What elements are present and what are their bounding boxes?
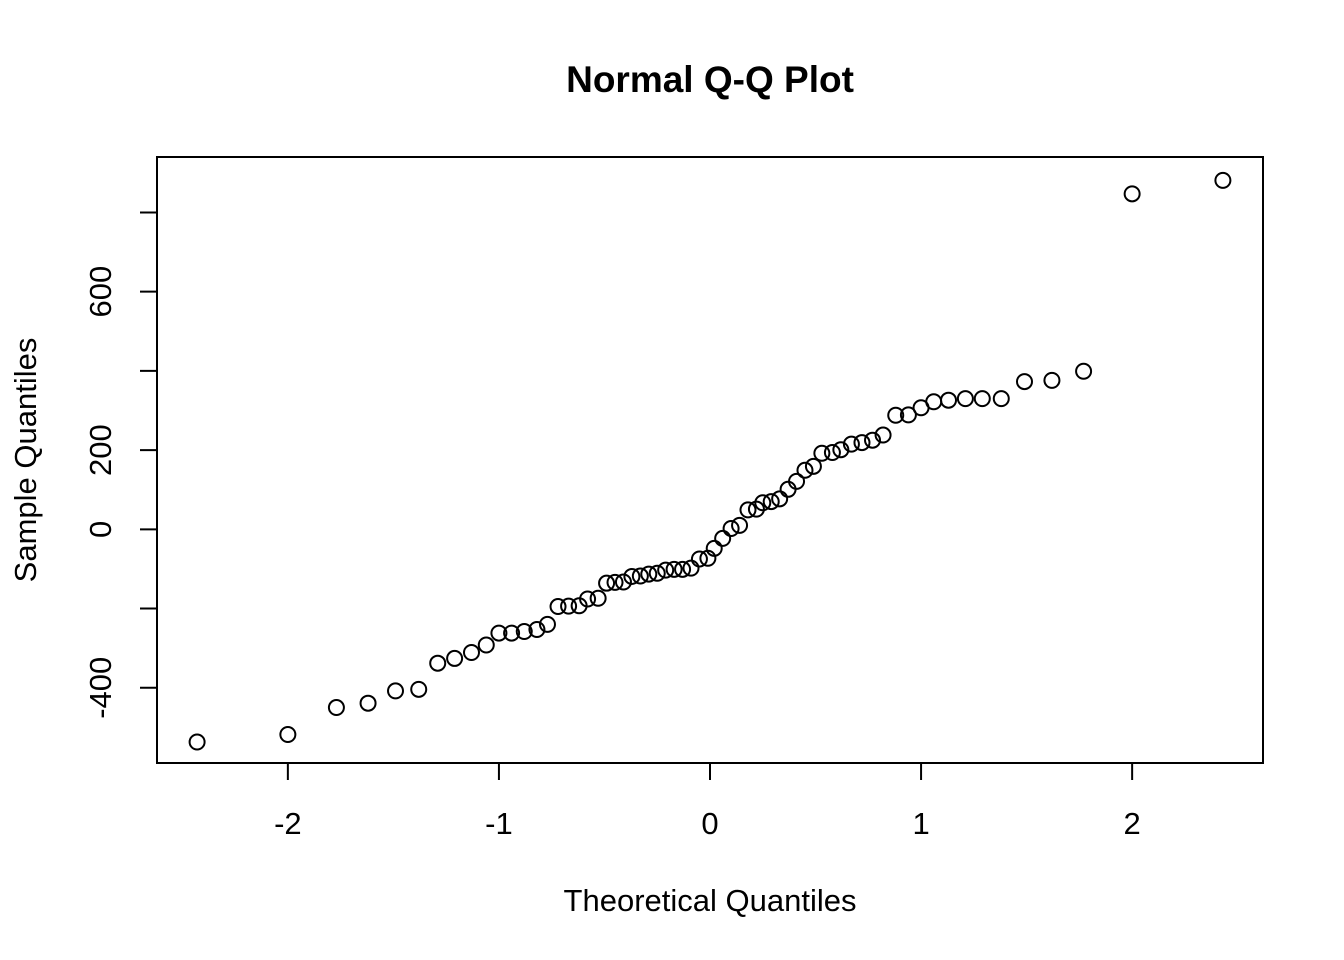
data-point <box>762 493 780 511</box>
data-point <box>515 623 533 641</box>
data-point <box>722 520 740 538</box>
data-point <box>739 501 757 519</box>
data-point <box>462 643 480 661</box>
y-tick-label: 600 <box>83 266 118 318</box>
data-point <box>490 624 508 642</box>
data-point <box>731 516 749 534</box>
x-tick-label: 2 <box>1124 806 1141 841</box>
data-point <box>446 649 464 667</box>
data-point <box>631 567 649 585</box>
data-point <box>992 390 1010 408</box>
data-point <box>589 589 607 607</box>
x-tick-label: -2 <box>274 806 302 841</box>
y-tick-label: 200 <box>83 424 118 476</box>
data-point <box>804 457 822 475</box>
data-point <box>560 597 578 615</box>
data-point <box>429 654 447 672</box>
data-point <box>832 441 850 459</box>
data-point <box>874 426 892 444</box>
data-point <box>327 699 345 717</box>
data-point <box>813 444 831 462</box>
data-point <box>188 733 206 751</box>
data-point <box>598 574 616 592</box>
data-point <box>528 621 546 639</box>
data-point <box>503 624 521 642</box>
y-axis-label: Sample Quantiles <box>8 338 43 583</box>
data-point <box>682 559 700 577</box>
data-points <box>188 171 1232 751</box>
data-point <box>823 443 841 461</box>
data-point <box>657 561 675 579</box>
data-point <box>864 431 882 449</box>
data-point <box>973 390 991 408</box>
data-point <box>614 573 632 591</box>
data-point <box>1015 373 1033 391</box>
data-point <box>714 529 732 547</box>
chart-title: Normal Q-Q Plot <box>566 59 854 100</box>
data-point <box>705 539 723 557</box>
data-point <box>899 406 917 424</box>
data-point <box>387 682 405 700</box>
x-tick-label: 0 <box>701 806 718 841</box>
data-point <box>640 565 658 583</box>
data-point <box>279 725 297 743</box>
data-point <box>579 590 597 608</box>
data-point <box>796 461 814 479</box>
data-point <box>1043 371 1061 389</box>
data-point <box>410 680 428 698</box>
data-point <box>788 472 806 490</box>
data-point <box>623 567 641 585</box>
x-axis: -2 -1 0 1 2 <box>274 763 1141 841</box>
data-point <box>887 406 905 424</box>
x-axis-label: Theoretical Quantiles <box>564 883 857 918</box>
data-point <box>956 390 974 408</box>
data-point <box>665 560 683 578</box>
data-point <box>747 500 765 518</box>
data-point <box>606 573 624 591</box>
data-point <box>477 636 495 654</box>
data-point <box>538 615 556 633</box>
data-point <box>754 494 772 512</box>
data-point <box>690 550 708 568</box>
x-tick-label: 1 <box>912 806 929 841</box>
y-tick-label: 0 <box>83 521 118 538</box>
data-point <box>853 434 871 452</box>
data-point <box>359 694 377 712</box>
data-point <box>940 391 958 409</box>
data-point <box>648 564 666 582</box>
data-point <box>674 560 692 578</box>
data-point <box>842 435 860 453</box>
x-tick-label: -1 <box>485 806 513 841</box>
data-point <box>549 598 567 616</box>
y-axis: -400 0 200 600 <box>83 211 157 719</box>
data-point <box>779 480 797 498</box>
plot-frame <box>156 156 1264 764</box>
y-tick-label: -400 <box>83 657 118 719</box>
data-point <box>771 490 789 508</box>
data-point <box>1123 185 1141 203</box>
data-point <box>1214 171 1232 189</box>
data-point <box>1075 362 1093 380</box>
data-point <box>925 393 943 411</box>
